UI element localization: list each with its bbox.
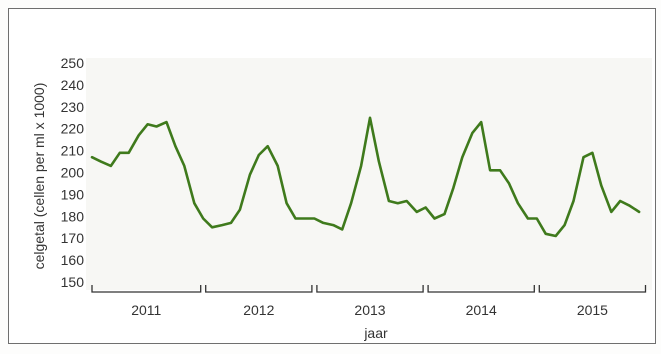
y-tick-label: 210 [61,143,85,159]
year-label-2014: 2014 [466,302,497,318]
year-label-2013: 2013 [354,302,385,318]
y-tick-label: 220 [61,121,85,137]
y-tick-label: 150 [61,274,85,290]
y-tick-label: 230 [61,99,85,115]
y-axis-tick-labels: 150 160 170 180 190 200 210 220 230 240 250 [61,55,85,290]
x-axis-year-labels: 2011 2012 2013 2014 2015 [131,302,608,318]
plot-area [86,58,652,290]
year-label-2015: 2015 [577,302,608,318]
series-line-celgetal [90,116,641,238]
year-bracket-2014 [427,285,535,293]
year-bracket-2012 [205,285,313,293]
y-tick-label: 240 [61,77,85,93]
y-tick-label: 160 [61,252,85,268]
y-axis-title: celgetal (cellen per ml x 1000) [31,83,47,270]
y-tick-label: 170 [61,230,85,246]
y-tick-label: 180 [61,208,85,224]
y-tick-label: 200 [61,165,85,181]
y-tick-label: 190 [61,186,85,202]
year-label-2012: 2012 [243,302,274,318]
x-axis-title: jaar [363,325,388,341]
year-label-2011: 2011 [131,302,161,318]
y-tick-label: 250 [61,55,85,71]
year-bracket-2015 [538,285,647,293]
year-bracket-2013 [316,285,424,293]
year-bracket-2011 [91,285,202,293]
x-axis-year-brackets [91,285,647,293]
